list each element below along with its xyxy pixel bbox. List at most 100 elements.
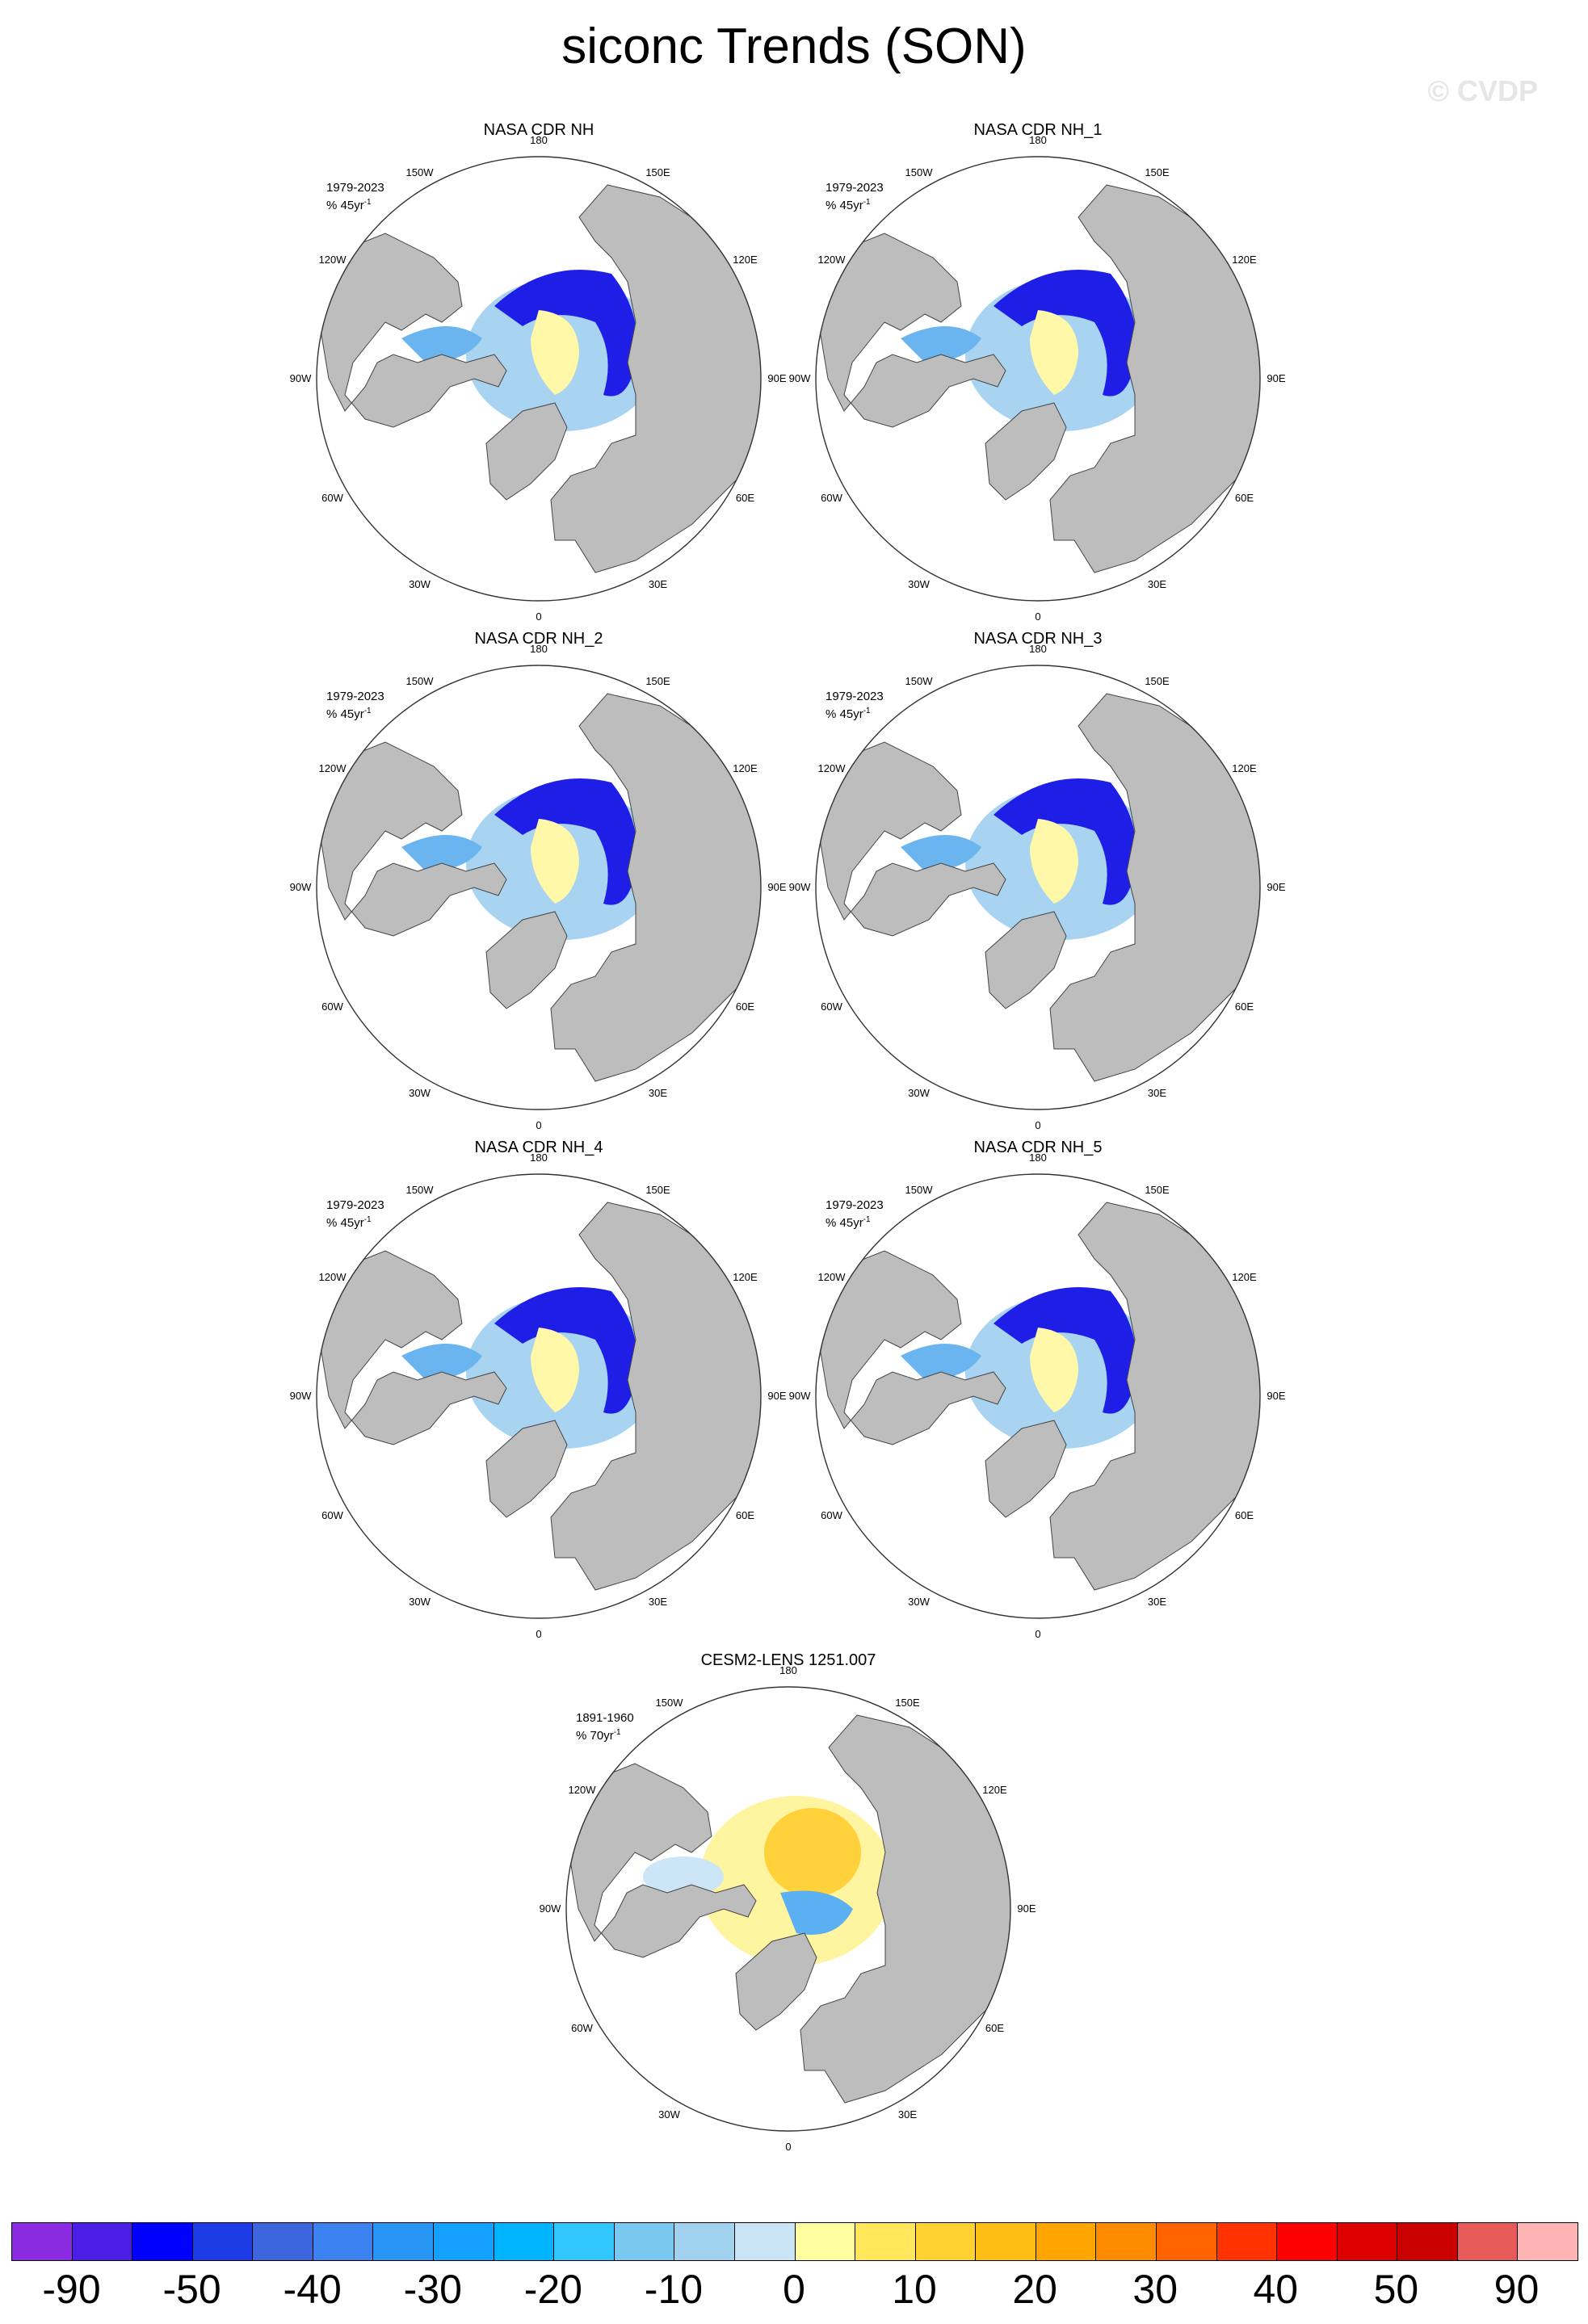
panel-title: NASA CDR NH_3 [973, 630, 1103, 648]
sea-ice-trend-strong [994, 778, 1136, 905]
polar-map [815, 1173, 1261, 1619]
panel-title: CESM2-LENS 1251.007 [700, 1651, 876, 1669]
panel-title: NASA CDR NH_4 [474, 1139, 603, 1156]
longitude-label: 150E [645, 674, 670, 687]
longitude-label: 120W [318, 253, 347, 266]
longitude-label: 90E [1017, 1902, 1036, 1915]
longitude-label: 120W [817, 761, 846, 774]
sea-ice-trend-strong [994, 1287, 1136, 1414]
land [320, 741, 507, 937]
colorbar-swatch [494, 2223, 555, 2260]
land [550, 1202, 761, 1591]
land [485, 1420, 568, 1518]
longitude-label: 60W [321, 491, 343, 504]
longitude-label: 60W [571, 2021, 593, 2034]
panel-period-units: 1979-2023 % 45yr-1 [826, 690, 884, 722]
map-panel: NASA CDR NH_3 1979-2023 % 45yr-1 180 150E 120… [788, 630, 1288, 1131]
panel-title: NASA CDR NH_2 [474, 630, 603, 648]
longitude-label: 120E [733, 1270, 758, 1283]
colorbar-swatch [1518, 2223, 1578, 2260]
panel-title: NASA CDR NH_1 [973, 121, 1103, 139]
colorbar-label: -10 [644, 2267, 704, 2312]
sea-ice-trend-bay [401, 326, 482, 363]
map-border [815, 156, 1261, 602]
longitude-label: 60W [821, 1000, 842, 1013]
sea-ice-trend-bay [901, 1344, 981, 1380]
longitude-label: 120E [1232, 253, 1257, 266]
longitude-label: 60E [985, 2021, 1005, 2034]
panel-period-units: 1979-2023 % 45yr-1 [326, 690, 384, 722]
longitude-label: 30W [908, 1087, 930, 1100]
colorbar-swatch [12, 2223, 73, 2260]
polar-map [565, 1686, 1011, 2132]
panel-units: % 45yr-1 [826, 1215, 871, 1230]
longitude-label: 150E [1145, 674, 1170, 687]
colorbar-label: -40 [283, 2267, 342, 2312]
colorbar-label: 20 [1012, 2267, 1057, 2312]
panel-period: 1979-2023 [826, 690, 884, 703]
panel-period-units: 1979-2023 % 45yr-1 [326, 181, 384, 213]
panel-period: 1979-2023 [326, 1198, 384, 1212]
colorbar-swatch [1156, 2223, 1217, 2260]
longitude-label: 150W [655, 1696, 683, 1709]
land [485, 911, 568, 1009]
colorbar-label: 50 [1373, 2267, 1419, 2312]
colorbar-swatch [253, 2223, 313, 2260]
longitude-label: 60E [735, 1000, 755, 1013]
sea-ice-trend-bay [901, 326, 981, 363]
longitude-label: 30E [1147, 1087, 1167, 1100]
longitude-label: 180 [530, 643, 548, 655]
longitude-label: 30W [658, 2108, 680, 2121]
longitude-label: 90E [767, 881, 787, 893]
longitude-label: 150E [645, 1183, 670, 1196]
longitude-label: 60E [735, 491, 755, 504]
longitude-label: 30E [1147, 578, 1167, 591]
land [320, 1250, 507, 1445]
polar-map [815, 156, 1261, 602]
panel-title: NASA CDR NH [483, 121, 594, 139]
colorbar-label: 30 [1132, 2267, 1178, 2312]
longitude-label: 120E [733, 761, 758, 774]
polar-map [316, 156, 762, 602]
longitude-label: 0 [536, 1628, 542, 1640]
colorbar-swatch [132, 2223, 193, 2260]
panel-period-units: 1979-2023 % 45yr-1 [826, 181, 884, 213]
map-border [565, 1686, 1011, 2132]
panel-period: 1979-2023 [326, 181, 384, 195]
colorbar-label: -50 [162, 2267, 221, 2312]
colorbar-swatch [674, 2223, 735, 2260]
longitude-label: 150E [1145, 1183, 1170, 1196]
sea-ice-trend-bay [901, 835, 981, 871]
longitude-label: 90W [788, 372, 811, 384]
colorbar-swatch [1277, 2223, 1338, 2260]
figure-title: siconc Trends (SON) [561, 19, 1027, 74]
map-border [815, 665, 1261, 1110]
colorbar-swatch [1457, 2223, 1519, 2260]
longitude-label: 0 [1035, 1628, 1041, 1640]
sea-ice-trend-neutral [531, 819, 579, 904]
land [485, 402, 568, 501]
longitude-label: 90E [1267, 372, 1286, 384]
sea-ice-trend-bay [643, 1856, 724, 1897]
colorbar-swatch [373, 2223, 435, 2260]
sea-ice-trend-bay [401, 835, 482, 871]
panel-units: % 70yr-1 [576, 1728, 621, 1743]
colorbar-label: 0 [783, 2267, 805, 2312]
land [819, 741, 1006, 937]
land [1049, 693, 1260, 1082]
longitude-label: 150W [905, 674, 933, 687]
colorbar-label: -30 [403, 2267, 462, 2312]
colorbar-swatch [614, 2223, 675, 2260]
longitude-label: 180 [530, 1152, 548, 1164]
longitude-label: 90W [289, 881, 312, 893]
map-border [316, 156, 762, 602]
sea-ice-trend-bay [401, 1344, 482, 1380]
panel-title: NASA CDR NH_5 [973, 1139, 1103, 1156]
longitude-label: 120W [817, 1270, 846, 1283]
map-border [815, 1173, 1261, 1619]
colorbar-label: -90 [42, 2267, 101, 2312]
longitude-label: 150E [1145, 166, 1170, 178]
sea-ice-trend-strong [994, 270, 1136, 396]
longitude-label: 90W [539, 1902, 561, 1915]
longitude-label: 90E [1267, 881, 1286, 893]
